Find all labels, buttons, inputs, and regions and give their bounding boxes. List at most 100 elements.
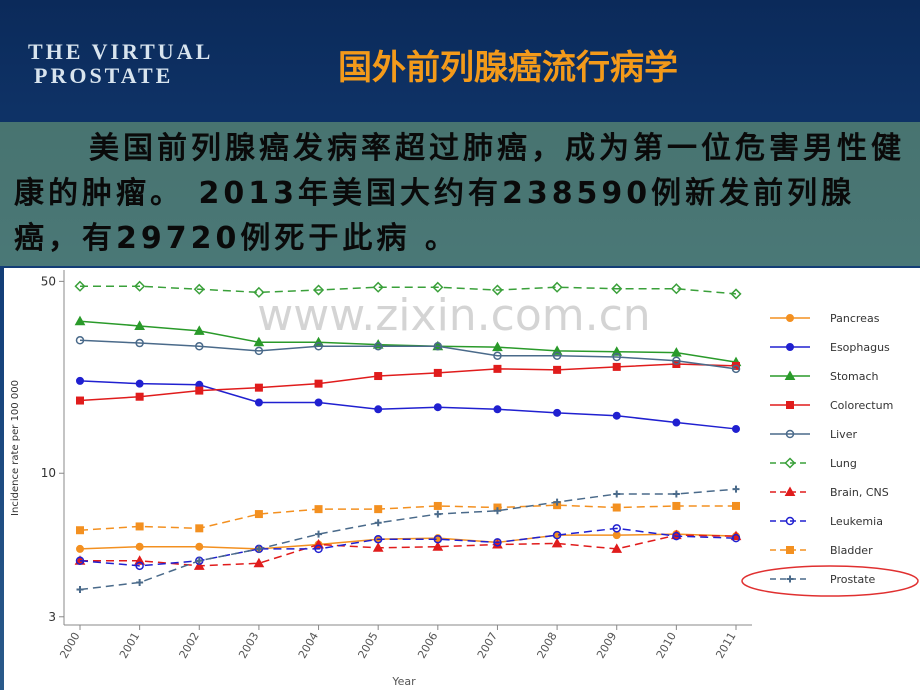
logo-line: Prostate bbox=[34, 63, 174, 88]
x-tick-label: 2002 bbox=[177, 630, 202, 661]
legend-label: Colorectum bbox=[830, 399, 893, 412]
marker bbox=[611, 543, 623, 553]
marker bbox=[493, 405, 502, 414]
marker bbox=[312, 284, 325, 296]
marker bbox=[672, 531, 681, 541]
marker bbox=[75, 556, 85, 565]
marker bbox=[672, 418, 681, 427]
marker bbox=[76, 396, 84, 405]
marker bbox=[195, 342, 204, 351]
legend-label: Prostate bbox=[830, 573, 876, 586]
x-tick-label: 2009 bbox=[594, 630, 619, 661]
marker bbox=[731, 533, 741, 543]
marker bbox=[374, 372, 383, 381]
marker bbox=[433, 501, 442, 510]
marker bbox=[195, 386, 204, 395]
y-tick-label: 50 bbox=[41, 274, 56, 288]
marker bbox=[551, 537, 563, 548]
paragraph: 美国前列腺癌发病率超过肺癌，成为第一位危害男性健康的肿瘤。 2013年美国大约有… bbox=[0, 122, 920, 266]
marker bbox=[786, 343, 794, 351]
marker bbox=[731, 364, 741, 374]
marker bbox=[136, 578, 144, 586]
marker bbox=[253, 336, 265, 347]
logo-line: The Virtual bbox=[28, 39, 214, 64]
legend-label: Leukemia bbox=[830, 515, 883, 528]
marker bbox=[493, 538, 502, 547]
marker bbox=[374, 505, 383, 514]
x-tick-label: 2003 bbox=[236, 630, 261, 661]
marker bbox=[730, 288, 742, 300]
marker bbox=[254, 346, 264, 356]
marker bbox=[611, 283, 623, 295]
marker bbox=[432, 281, 444, 293]
marker bbox=[76, 544, 84, 553]
marker bbox=[672, 501, 681, 510]
highlight-ellipse bbox=[741, 565, 919, 597]
x-tick-label: 2006 bbox=[415, 630, 440, 661]
series-line bbox=[80, 534, 737, 567]
marker bbox=[76, 376, 84, 385]
x-tick-label: 2001 bbox=[117, 630, 142, 661]
series-line bbox=[79, 363, 737, 402]
legend-label: Bladder bbox=[830, 544, 873, 557]
marker bbox=[76, 586, 84, 594]
marker bbox=[374, 519, 382, 527]
x-tick-label: 2008 bbox=[534, 630, 559, 661]
marker bbox=[374, 405, 383, 414]
legend-label: Liver bbox=[830, 428, 857, 441]
marker bbox=[612, 503, 621, 512]
marker bbox=[135, 379, 144, 388]
marker bbox=[553, 498, 561, 506]
series-line bbox=[80, 285, 737, 295]
series-line bbox=[79, 320, 737, 363]
x-tick-label: 2011 bbox=[713, 630, 738, 661]
marker bbox=[135, 522, 144, 531]
marker bbox=[552, 351, 562, 360]
marker bbox=[670, 283, 682, 295]
marker bbox=[254, 398, 263, 407]
marker bbox=[493, 364, 502, 373]
marker bbox=[785, 516, 795, 526]
marker bbox=[134, 280, 146, 292]
marker bbox=[553, 365, 562, 374]
marker bbox=[432, 541, 444, 551]
legend-label: Brain, CNS bbox=[830, 486, 889, 499]
marker bbox=[193, 560, 205, 570]
marker bbox=[612, 411, 621, 420]
marker bbox=[372, 281, 384, 293]
series-line bbox=[79, 527, 737, 567]
marker bbox=[786, 401, 794, 409]
marker bbox=[253, 286, 265, 298]
marker bbox=[254, 510, 263, 519]
marker bbox=[786, 546, 794, 554]
series-line bbox=[79, 339, 737, 370]
marker bbox=[74, 280, 86, 292]
marker bbox=[553, 408, 562, 417]
marker bbox=[193, 283, 205, 295]
x-tick-label: 2005 bbox=[356, 630, 381, 661]
marker bbox=[314, 379, 323, 388]
marker bbox=[551, 281, 563, 293]
y-axis-label: Incidence rate per 100 000 bbox=[10, 380, 21, 516]
legend-label: Esophagus bbox=[830, 341, 890, 354]
marker bbox=[672, 356, 681, 365]
chart: www.zixin.com.cn 3 10 50 2000 2001 2002 2003 20… bbox=[4, 268, 920, 690]
marker bbox=[784, 486, 796, 496]
marker bbox=[611, 346, 623, 356]
marker bbox=[732, 485, 740, 493]
marker bbox=[493, 507, 501, 515]
marker bbox=[74, 315, 86, 326]
marker bbox=[493, 351, 502, 360]
marker bbox=[492, 538, 503, 549]
marker bbox=[76, 526, 84, 535]
marker bbox=[135, 542, 144, 551]
marker bbox=[433, 368, 442, 377]
marker bbox=[732, 501, 740, 510]
series-line bbox=[79, 380, 737, 430]
marker bbox=[193, 325, 205, 335]
marker bbox=[135, 561, 144, 571]
marker bbox=[612, 352, 621, 362]
watermark: www.zixin.com.cn bbox=[257, 290, 650, 341]
marker bbox=[195, 542, 204, 551]
